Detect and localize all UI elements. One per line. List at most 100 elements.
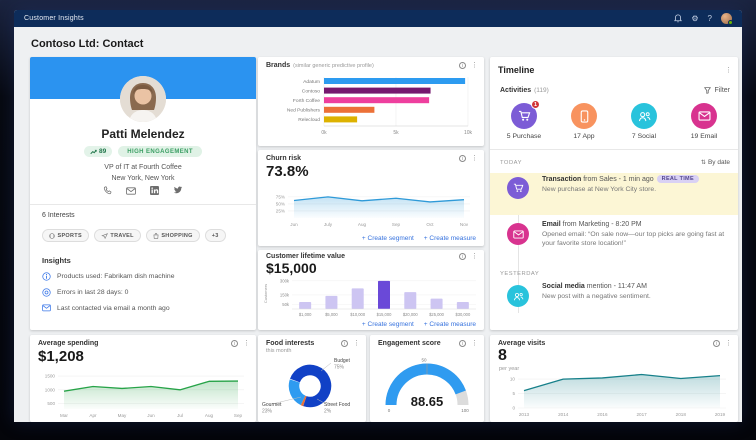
churn-risk-card: Churn risk i ⋮ 73.8% 75% 50% 25% Jun July Aug… [258,150,484,246]
svg-text:$10,000: $10,000 [350,312,366,317]
insights-title: Insights [42,256,71,265]
svg-text:1000: 1000 [45,387,56,392]
svg-text:July: July [324,222,333,227]
activity-email[interactable]: 19 Email [674,103,734,140]
svg-text:50k: 50k [282,302,290,307]
linkedin-icon[interactable] [150,186,159,195]
create-measure-link[interactable]: + Create measure [423,321,476,328]
timeline-entry-email[interactable]: Email from Marketing - 8:20 PM Opened em… [490,219,738,267]
activity-social[interactable]: 7 Social [614,103,674,140]
bell-icon[interactable] [674,14,683,23]
card-subtitle: this month [266,348,292,354]
presence-dot [728,20,733,25]
average-spending-line-chart: 1500 1000 500 Mar Apr May Jun Jul Aug Sep [34,368,252,420]
svg-text:1500: 1500 [45,374,56,379]
activity-label: 7 Social [631,133,657,140]
timeline-entry-social[interactable]: Social media mention - 11:47 AM New post… [490,281,738,321]
engagement-badge[interactable]: HIGH ENGAGEMENT [118,146,202,157]
svg-text:$30,000: $30,000 [455,312,471,317]
info-icon[interactable]: i [231,340,238,347]
people-icon [631,103,657,129]
info-icon[interactable]: i [459,62,466,69]
average-visits-card: Average visits i ⋮ 8 per year 10 5 0 2013 20… [490,335,738,422]
svg-text:$25,000: $25,000 [429,312,445,317]
svg-text:Mar: Mar [60,413,68,418]
sort-by-date[interactable]: ⇅ By date [701,159,730,166]
info-icon[interactable]: i [713,340,720,347]
average-visits-value: 8 [498,347,507,364]
create-measure-link[interactable]: + Create measure [423,235,476,242]
svg-text:Street Food: Street Food [324,402,350,408]
entry-meta: from Sales - 1 min ago [581,176,654,183]
more-icon[interactable]: ⋮ [353,340,360,347]
more-icon[interactable]: ⋮ [471,253,478,260]
contact-location: New York, New York [111,174,175,182]
more-icon[interactable]: ⋮ [471,62,478,69]
divider [30,204,256,205]
interest-label: SHOPPING [161,232,193,239]
info-icon[interactable]: i [459,340,466,347]
svg-text:10: 10 [510,377,516,382]
svg-text:Jun: Jun [147,413,155,418]
score-badge[interactable]: 89 [84,146,113,157]
activities-label: Activities [500,87,532,94]
engagement-score-gauge: 50 0 100 88.65 [375,355,479,415]
interest-pill-sports[interactable]: SPORTS [42,229,89,242]
svg-text:May: May [118,413,127,418]
help-icon[interactable]: ? [707,13,712,23]
info-icon[interactable]: i [459,155,466,162]
more-icon[interactable]: ⋮ [725,66,732,74]
plane-icon [101,232,108,239]
insight-text: Last contacted via email a month ago [57,304,170,312]
day-label: YESTERDAY [500,271,540,277]
insight-text: Errors in last 28 days: 0 [57,289,129,296]
brands-card: Brands (similar generic predictive profi… [258,57,484,146]
svg-text:Sep: Sep [392,222,401,227]
user-avatar[interactable] [721,13,733,25]
svg-text:Jul: Jul [177,413,183,418]
activity-purchase[interactable]: 1 5 Purchase [494,100,554,140]
phone-icon[interactable] [103,186,112,195]
interest-pill-shopping[interactable]: SHOPPING [145,229,200,242]
interest-pill-more[interactable]: +3 [204,229,226,242]
svg-text:2019: 2019 [715,412,726,417]
email-icon[interactable] [126,186,136,195]
unit-label: per year [499,366,520,372]
brands-bar-chart: 0k 5k 10k Adatum Contoso Forth Coffee Ned Publ… [264,75,478,139]
svg-text:Contoso: Contoso [302,88,320,94]
average-spending-value: $1,208 [38,348,84,365]
more-icon[interactable]: ⋮ [725,340,732,347]
interest-label: TRAVEL [110,232,134,239]
envelope-icon [691,103,717,129]
svg-text:Aug: Aug [358,222,367,227]
entry-type: Transaction [542,176,582,183]
more-icon[interactable]: ⋮ [471,340,478,347]
entry-body: New purchase at New York City store. [542,186,657,193]
timeline-card: Timeline ⋮ Activities (119) Filter 1 5 P… [490,57,738,330]
entry-type: Email [542,221,561,228]
info-icon[interactable]: i [459,253,466,260]
svg-text:Apr: Apr [89,413,97,418]
card-title: Food interests [266,340,315,347]
svg-text:$5,000: $5,000 [325,312,338,317]
svg-text:2014: 2014 [558,412,569,417]
create-segment-link[interactable]: + Create segment [361,321,414,328]
activity-app[interactable]: 17 App [554,103,614,140]
twitter-icon[interactable] [173,186,183,195]
entry-type: Social media [542,283,585,290]
create-segment-link[interactable]: + Create segment [361,235,414,242]
interest-pill-travel[interactable]: TRAVEL [93,229,141,242]
funnel-icon [704,87,712,94]
more-icon[interactable]: ⋮ [471,155,478,162]
info-icon[interactable]: i [341,340,348,347]
interest-label: +3 [211,232,219,239]
svg-text:Ned Publishers: Ned Publishers [287,108,321,114]
more-icon[interactable]: ⋮ [243,340,250,347]
svg-text:$15,000: $15,000 [377,312,393,317]
svg-text:2016: 2016 [597,412,608,417]
purchase-badge: 1 [531,100,540,109]
timeline-entry-transaction[interactable]: Transaction from Sales - 1 min ago REAL T… [490,173,738,215]
filter-button[interactable]: Filter [704,87,730,94]
activity-label: 19 Email [690,133,718,140]
gear-icon[interactable]: ⚙ [691,13,699,23]
